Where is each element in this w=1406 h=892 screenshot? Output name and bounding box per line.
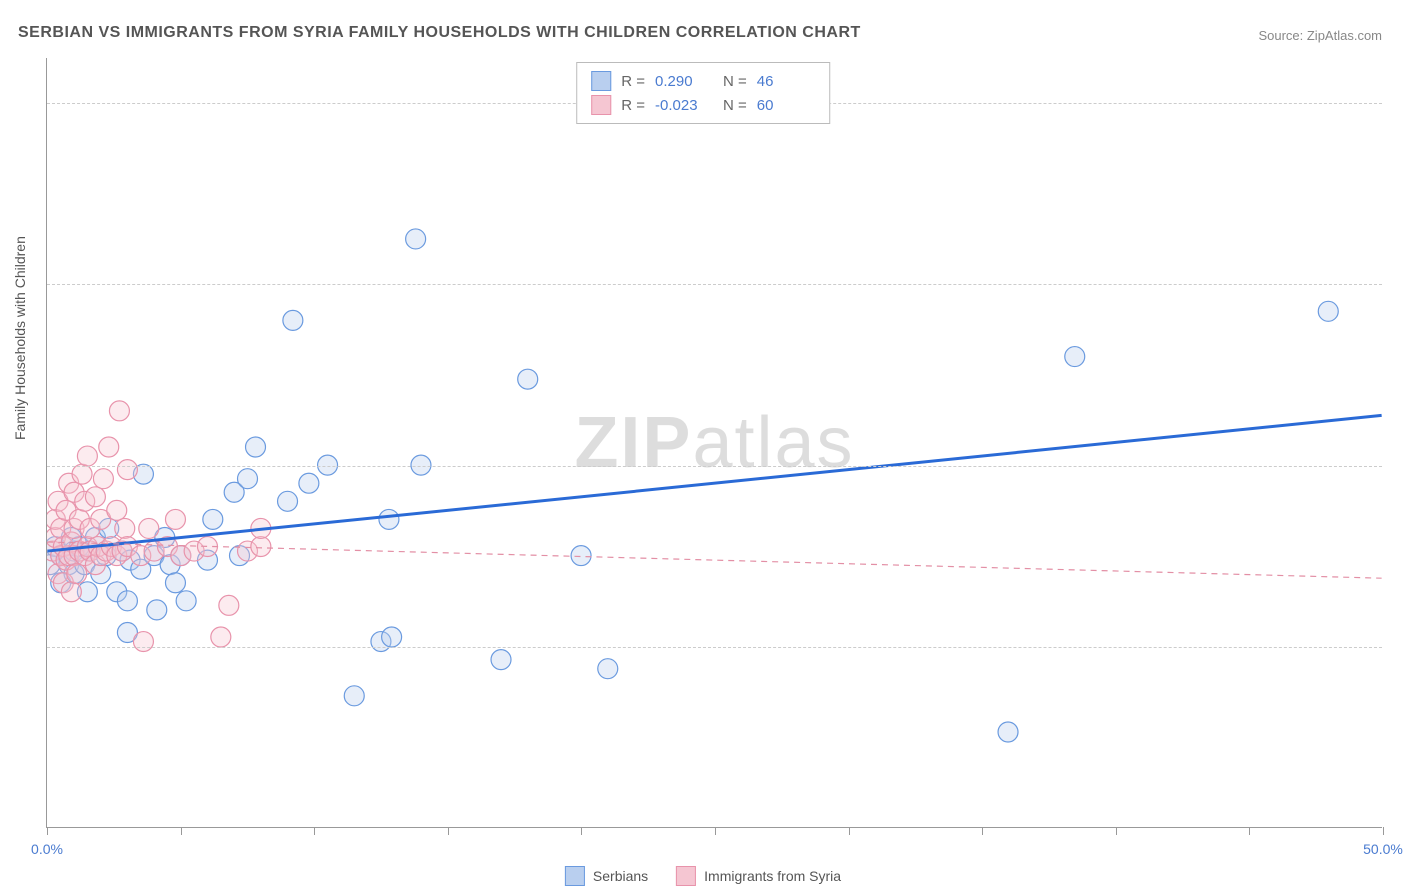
legend-swatch	[565, 866, 585, 886]
x-tick	[314, 827, 315, 835]
stat-legend: R = 0.290 N = 46 R = -0.023 N = 60	[576, 62, 830, 124]
scatter-point	[61, 582, 81, 602]
legend-swatch	[591, 71, 611, 91]
scatter-point	[176, 591, 196, 611]
gridline	[47, 284, 1382, 285]
scatter-point	[147, 600, 167, 620]
y-tick-label: 60.0%	[1392, 276, 1406, 292]
y-tick-label: 20.0%	[1392, 639, 1406, 655]
scatter-point	[203, 509, 223, 529]
scatter-point	[165, 509, 185, 529]
x-tick	[849, 827, 850, 835]
scatter-point	[379, 509, 399, 529]
scatter-point	[998, 722, 1018, 742]
y-tick-label: 40.0%	[1392, 458, 1406, 474]
stat-n-value: 60	[757, 97, 815, 114]
x-tick-label: 50.0%	[1363, 841, 1403, 857]
x-tick	[1383, 827, 1384, 835]
scatter-point	[93, 469, 113, 489]
scatter-point	[117, 460, 137, 480]
x-tick	[47, 827, 48, 835]
y-tick-label: 80.0%	[1392, 95, 1406, 111]
x-tick	[1249, 827, 1250, 835]
gridline	[47, 466, 1382, 467]
scatter-point	[72, 464, 92, 484]
source-label: Source: ZipAtlas.com	[1258, 28, 1382, 43]
scatter-point	[238, 469, 258, 489]
scatter-point	[85, 487, 105, 507]
scatter-point	[211, 627, 231, 647]
chart-svg	[47, 58, 1382, 827]
scatter-point	[406, 229, 426, 249]
scatter-point	[165, 573, 185, 593]
scatter-point	[382, 627, 402, 647]
x-tick	[715, 827, 716, 835]
bottom-legend-item: Serbians	[565, 866, 648, 886]
x-tick	[581, 827, 582, 835]
bottom-legend-item: Immigrants from Syria	[676, 866, 841, 886]
scatter-point	[67, 564, 87, 584]
scatter-point	[518, 369, 538, 389]
scatter-point	[1065, 347, 1085, 367]
scatter-point	[1318, 301, 1338, 321]
x-tick	[1116, 827, 1117, 835]
stat-r-label: R =	[621, 73, 645, 90]
stat-r-value: -0.023	[655, 97, 713, 114]
stat-n-label: N =	[723, 73, 747, 90]
x-tick	[448, 827, 449, 835]
chart-title: SERBIAN VS IMMIGRANTS FROM SYRIA FAMILY …	[18, 24, 861, 42]
stat-r-value: 0.290	[655, 73, 713, 90]
scatter-point	[299, 473, 319, 493]
stat-r-label: R =	[621, 97, 645, 114]
scatter-point	[107, 500, 127, 520]
scatter-point	[99, 437, 119, 457]
scatter-point	[283, 310, 303, 330]
scatter-point	[219, 595, 239, 615]
scatter-point	[571, 546, 591, 566]
y-axis-label: Family Households with Children	[12, 236, 28, 440]
plot-area: ZIPatlas 20.0%40.0%60.0%80.0%0.0%50.0%	[46, 58, 1382, 828]
x-tick-label: 0.0%	[31, 841, 63, 857]
legend-label: Serbians	[593, 868, 648, 884]
scatter-point	[491, 650, 511, 670]
bottom-legend: Serbians Immigrants from Syria	[565, 866, 841, 886]
scatter-point	[139, 518, 159, 538]
gridline	[47, 647, 1382, 648]
x-tick	[181, 827, 182, 835]
scatter-point	[133, 632, 153, 652]
scatter-point	[117, 591, 137, 611]
x-tick	[982, 827, 983, 835]
stat-legend-row: R = 0.290 N = 46	[591, 69, 815, 93]
scatter-point	[278, 491, 298, 511]
scatter-point	[251, 537, 271, 557]
scatter-point	[109, 401, 129, 421]
stat-n-value: 46	[757, 73, 815, 90]
scatter-point	[115, 518, 135, 538]
scatter-point	[246, 437, 266, 457]
legend-label: Immigrants from Syria	[704, 868, 841, 884]
scatter-point	[344, 686, 364, 706]
legend-swatch	[676, 866, 696, 886]
stat-legend-row: R = -0.023 N = 60	[591, 93, 815, 117]
legend-swatch	[591, 95, 611, 115]
scatter-point	[77, 446, 97, 466]
stat-n-label: N =	[723, 97, 747, 114]
scatter-point	[598, 659, 618, 679]
